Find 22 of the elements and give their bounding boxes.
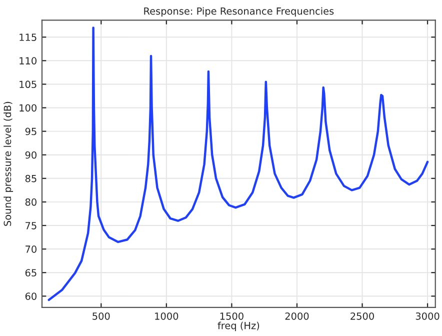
x-tick-label: 1500 (220, 312, 244, 320)
y-tick-label: 115 (20, 34, 36, 41)
x-tick-label: 3000 (416, 312, 440, 320)
y-tick-label: 60 (25, 292, 36, 300)
y-tick-label: 110 (20, 57, 36, 64)
y-tick-label: 105 (20, 80, 36, 88)
chart-title: Response: Pipe Resonance Frequencies (144, 7, 334, 17)
y-tick-label: 70 (26, 246, 36, 253)
y-axis-title: Sound pressure level (dB) (4, 102, 14, 226)
x-tick-label: 1000 (155, 312, 178, 320)
x-axis-title: freq (Hz) (218, 322, 260, 332)
y-tick-label: 75 (26, 222, 36, 230)
y-tick-label: 80 (25, 198, 36, 206)
y-tick-label: 90 (25, 151, 36, 159)
x-tick-label: 2000 (285, 312, 309, 320)
y-tick-label: 100 (20, 104, 36, 112)
x-tick-label: 2500 (350, 312, 374, 320)
x-tick-label: 500 (92, 312, 110, 320)
y-tick-label: 65 (25, 269, 36, 276)
y-tick-label: 85 (25, 174, 36, 182)
line-series (48, 26, 429, 302)
y-tick-label: 95 (25, 128, 36, 136)
